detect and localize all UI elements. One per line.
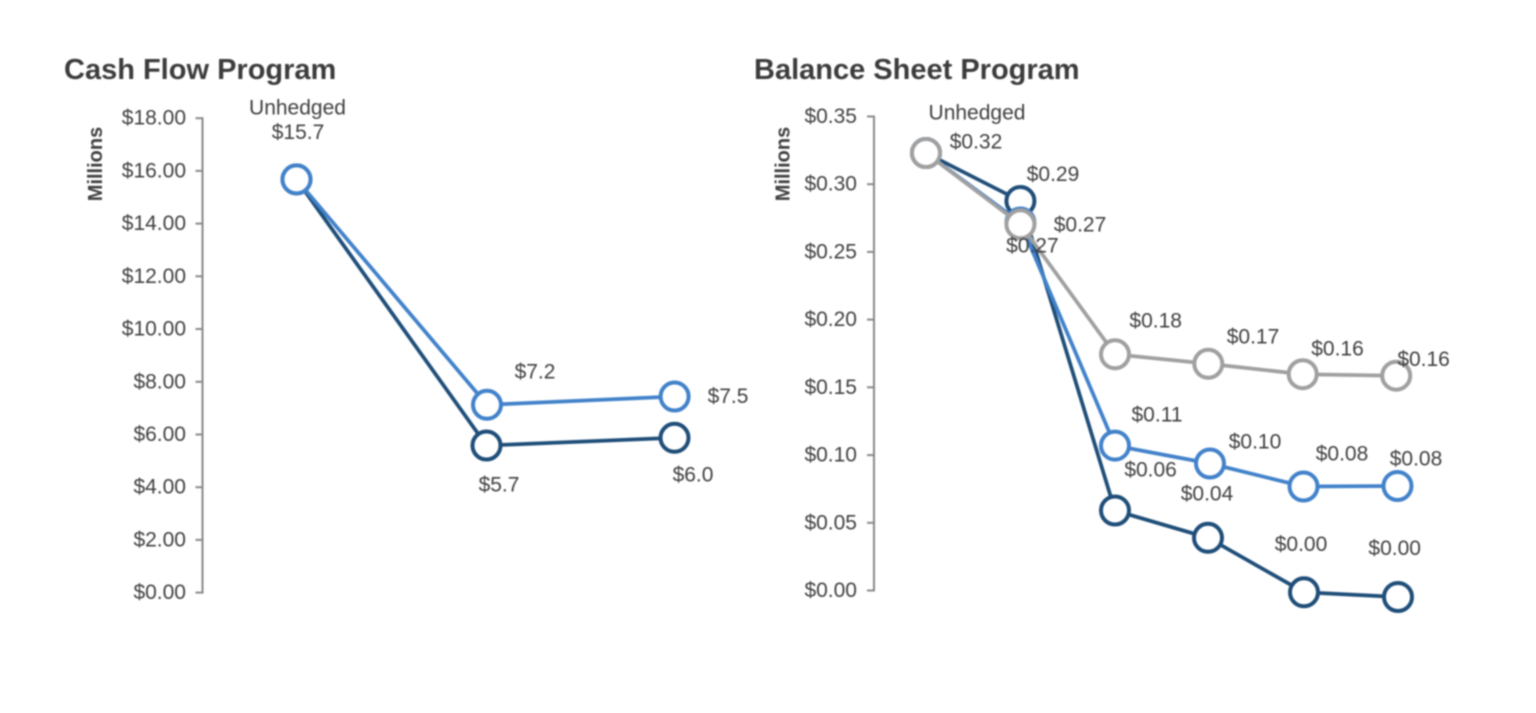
svg-text:Cash Flow Program: Cash Flow Program [64,54,336,86]
svg-text:$6.0: $6.0 [673,464,714,487]
svg-text:$0.10: $0.10 [804,444,857,467]
svg-text:Balance Sheet Program: Balance Sheet Program [754,54,1080,86]
svg-text:$0.10: $0.10 [1229,431,1282,454]
svg-text:$0.16: $0.16 [1397,348,1450,371]
svg-text:$15.7: $15.7 [272,121,325,144]
svg-text:$4.00: $4.00 [133,476,186,499]
svg-text:$0.11: $0.11 [1132,404,1183,427]
svg-text:$0.00: $0.00 [804,579,857,602]
svg-text:$0.06: $0.06 [1124,459,1177,482]
svg-text:$18.00: $18.00 [122,107,186,130]
svg-text:Unhedged: Unhedged [249,97,346,120]
svg-text:Millions: Millions [85,127,107,201]
svg-text:$0.25: $0.25 [804,240,857,263]
svg-text:$0.00: $0.00 [133,581,186,604]
svg-text:$0.00: $0.00 [1368,537,1421,560]
svg-text:$0.29: $0.29 [1027,163,1080,186]
svg-text:Unhedged: Unhedged [929,102,1026,125]
svg-text:$0.15: $0.15 [804,376,857,399]
svg-text:$0.17: $0.17 [1227,326,1280,349]
svg-text:Millions: Millions [773,127,795,201]
svg-text:$0.08: $0.08 [1390,448,1443,471]
svg-text:$0.05: $0.05 [804,511,857,534]
svg-text:$14.00: $14.00 [122,212,186,235]
svg-text:$12.00: $12.00 [122,265,186,288]
svg-text:$0.27: $0.27 [1054,214,1107,237]
svg-text:$0.30: $0.30 [804,173,857,196]
svg-text:$0.16: $0.16 [1311,338,1364,361]
svg-text:$0.27: $0.27 [1006,234,1059,257]
svg-text:$10.00: $10.00 [122,318,186,341]
svg-text:$7.5: $7.5 [708,385,749,408]
svg-text:$6.00: $6.00 [133,423,186,446]
svg-text:$0.35: $0.35 [804,105,857,128]
svg-text:$0.00: $0.00 [1275,533,1328,556]
svg-text:$0.08: $0.08 [1316,443,1369,466]
svg-text:$0.32: $0.32 [950,131,1003,154]
svg-text:$16.00: $16.00 [122,159,186,182]
svg-text:$0.04: $0.04 [1181,483,1234,506]
svg-text:$8.00: $8.00 [133,370,186,393]
svg-text:$0.20: $0.20 [804,308,857,331]
svg-text:$7.2: $7.2 [515,361,556,384]
svg-text:$0.18: $0.18 [1129,309,1182,332]
svg-text:$5.7: $5.7 [479,474,520,497]
svg-text:$2.00: $2.00 [133,528,186,551]
